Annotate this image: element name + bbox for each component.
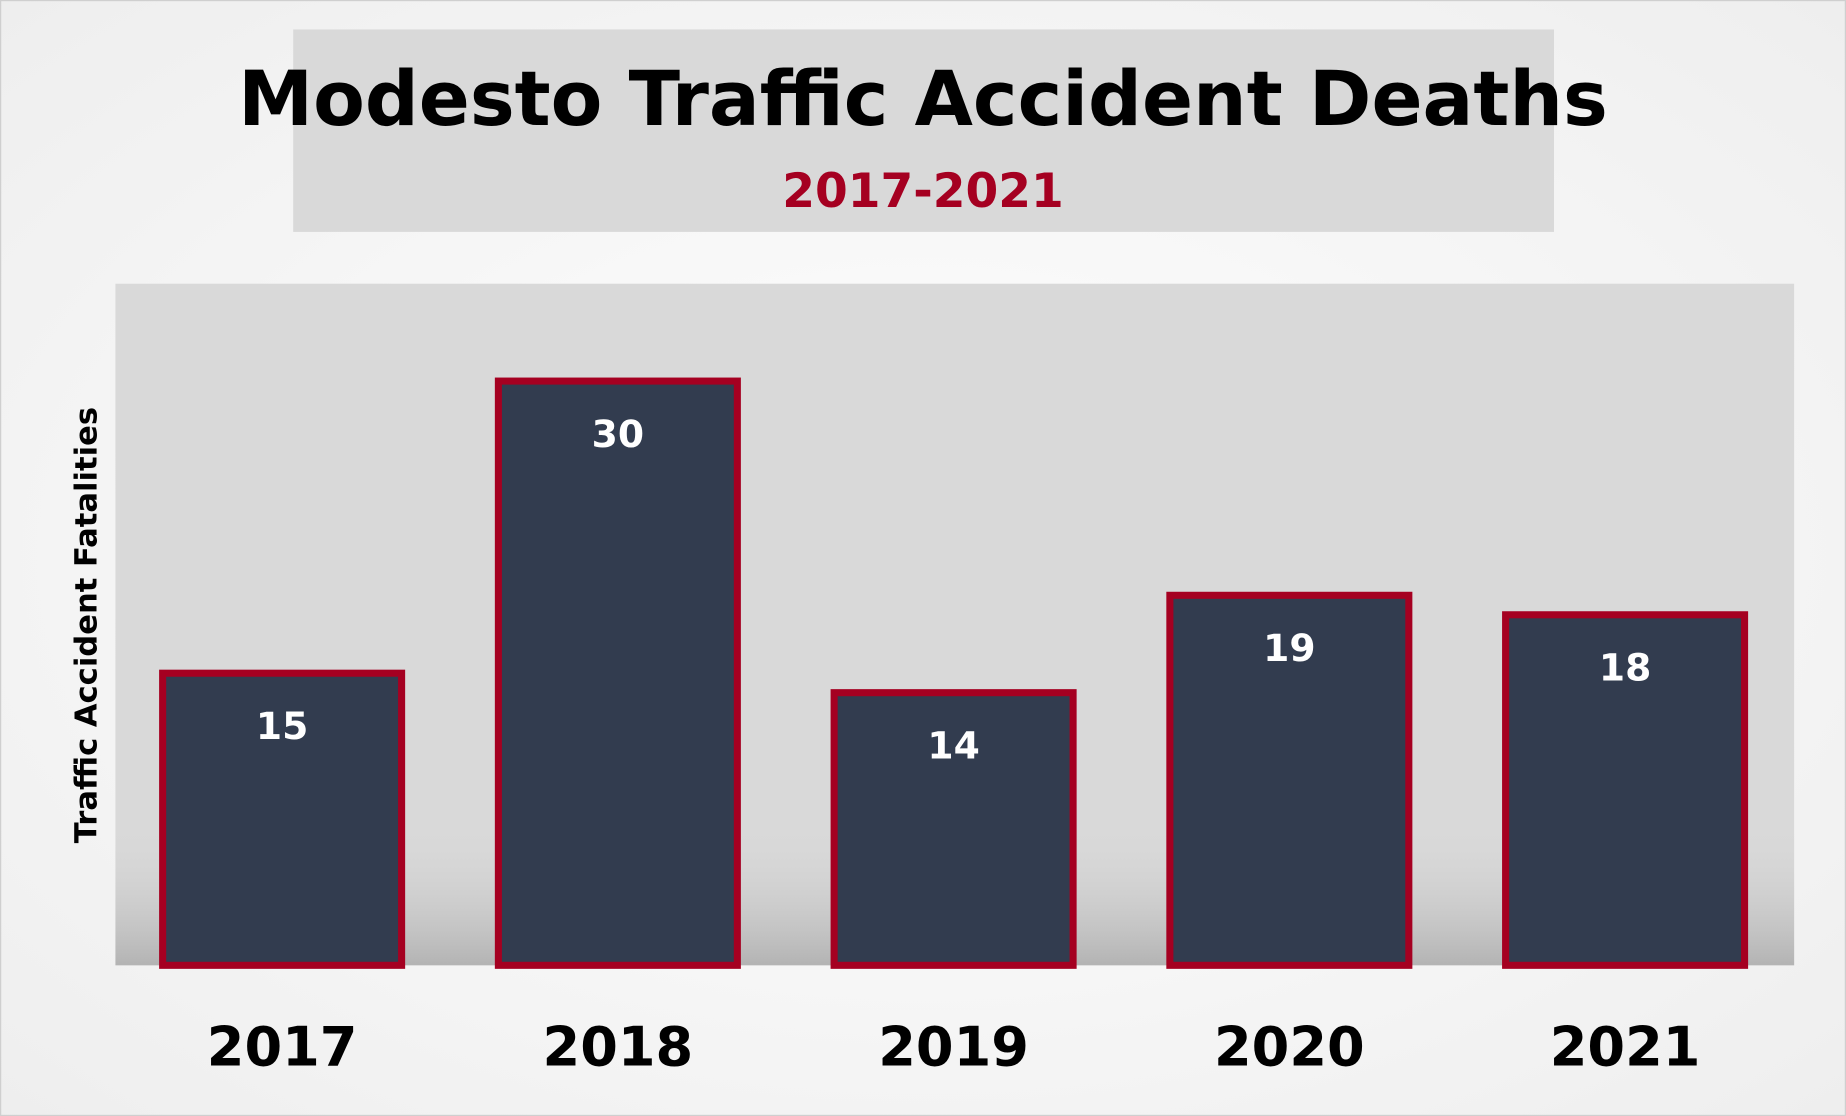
bar-2020 — [1166, 591, 1413, 969]
chart-title: Modesto Traffic Accident Deaths — [238, 55, 1608, 143]
data-label-2019: 14 — [927, 724, 979, 768]
data-label-2020: 19 — [1263, 626, 1315, 670]
bar-2021 — [1502, 611, 1749, 969]
chart-subtitle: 2017-2021 — [782, 164, 1064, 219]
data-label-2017: 15 — [256, 704, 308, 748]
x-tick-label-2018: 2018 — [543, 1015, 694, 1078]
x-tick-label-2017: 2017 — [207, 1015, 358, 1078]
bar-2017 — [159, 669, 406, 969]
y-axis-label: Traffic Accident Fatalities — [70, 407, 105, 843]
x-tick-label-2020: 2020 — [1214, 1015, 1365, 1078]
bars-group: 15 2017 30 2018 14 2019 19 2020 18 2021 — [159, 377, 1749, 1078]
data-label-2021: 18 — [1599, 646, 1651, 690]
x-tick-label-2019: 2019 — [878, 1015, 1029, 1078]
x-tick-label-2021: 2021 — [1550, 1015, 1701, 1078]
title-box — [293, 29, 1554, 232]
data-label-2018: 30 — [592, 412, 644, 456]
bar-2019 — [830, 689, 1077, 969]
bar-2018 — [494, 377, 741, 969]
